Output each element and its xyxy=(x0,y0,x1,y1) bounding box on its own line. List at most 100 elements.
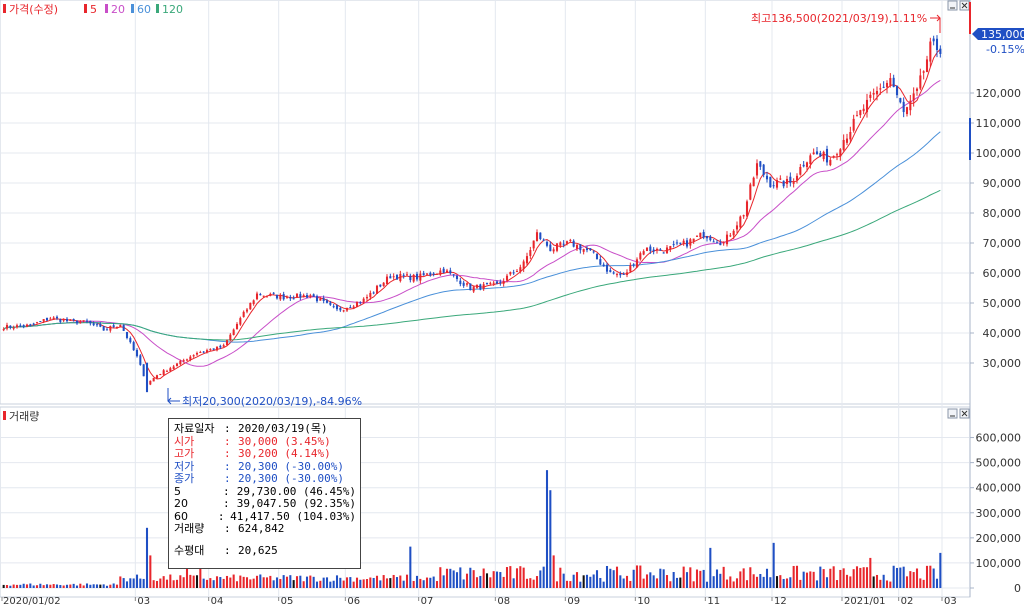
candle-body xyxy=(282,294,285,300)
volume-bar xyxy=(12,584,15,588)
date-tick-label: 10 xyxy=(637,596,650,606)
candle-body xyxy=(665,247,669,254)
date-tick-label: 08 xyxy=(497,596,510,606)
volume-bar xyxy=(149,555,152,588)
candle-body xyxy=(515,270,519,272)
volume-bar xyxy=(309,575,312,588)
volume-bar xyxy=(202,578,205,588)
volume-bar xyxy=(835,580,839,588)
candle-body xyxy=(712,241,715,243)
candle-body xyxy=(535,232,539,242)
volume-bar xyxy=(292,580,295,588)
candle-body xyxy=(835,154,839,156)
price-panel-controls xyxy=(947,0,970,11)
volume-bar xyxy=(422,580,425,588)
legend-swatch-ma120 xyxy=(156,4,159,13)
candle-body xyxy=(155,375,159,379)
candle-body xyxy=(915,88,919,91)
legend-ma120[interactable]: 120 xyxy=(162,3,183,16)
volume-bar xyxy=(675,577,679,588)
volume-bar xyxy=(395,577,399,588)
candle-body xyxy=(662,252,665,254)
ma20-line xyxy=(3,79,941,367)
volume-bar xyxy=(712,576,715,588)
volume-tick-label: 200,000 xyxy=(976,532,1022,545)
volume-bar xyxy=(655,578,659,588)
volume-bar xyxy=(285,576,289,588)
candle-body xyxy=(175,363,179,367)
candle-body xyxy=(132,342,135,351)
candle-body xyxy=(812,152,815,155)
volume-panel-frame xyxy=(0,406,971,598)
volume-bar xyxy=(562,573,565,588)
candle-body xyxy=(742,215,745,217)
date-tick-label: 12 xyxy=(774,596,787,606)
legend-swatch-volume xyxy=(3,411,6,420)
volume-bar xyxy=(605,565,609,588)
low-range-marker xyxy=(969,118,971,160)
volume-bar xyxy=(535,576,539,588)
candle-body xyxy=(562,243,565,245)
legend-price[interactable]: 가격(수정) xyxy=(9,3,58,16)
candle-body xyxy=(569,239,572,241)
candle-body xyxy=(339,307,342,311)
volume-tick-label: 300,000 xyxy=(976,507,1022,520)
price-tick-label: 50,000 xyxy=(983,297,1022,310)
volume-bar xyxy=(325,577,329,588)
candle-body xyxy=(125,332,129,339)
candle-body xyxy=(769,176,772,188)
low-label: 최저20,300(2020/03/19),-84.96% xyxy=(182,395,362,408)
candle-body xyxy=(745,201,749,217)
volume-panel-controls xyxy=(947,408,970,419)
candle-body xyxy=(185,359,189,361)
volume-bar xyxy=(169,574,172,588)
volume-bar xyxy=(629,580,632,588)
legend-ma5[interactable]: 5 xyxy=(90,3,97,16)
volume-bar xyxy=(109,584,112,588)
volume-bar xyxy=(522,567,525,588)
tooltip-row-ma5: 5:29,730.00 (46.45%) xyxy=(174,484,356,498)
legend-ma20[interactable]: 20 xyxy=(111,3,125,16)
candle-body xyxy=(899,98,902,103)
legend-ma60[interactable]: 60 xyxy=(137,3,151,16)
volume-bar xyxy=(799,579,802,588)
candle-body xyxy=(685,240,689,247)
candle-body xyxy=(855,115,859,117)
volume-bar xyxy=(445,568,449,588)
volume-bar xyxy=(135,574,139,588)
candle-body xyxy=(889,78,892,86)
candle-body xyxy=(479,284,482,290)
candle-body xyxy=(5,324,9,329)
volume-bar xyxy=(719,573,722,588)
candle-body xyxy=(285,297,289,299)
volume-bar xyxy=(442,575,445,588)
volume-bar xyxy=(692,581,695,588)
candle-body xyxy=(59,319,62,322)
volume-bar xyxy=(352,581,355,588)
candle-body xyxy=(295,293,299,298)
candle-body xyxy=(495,281,499,284)
volume-bar xyxy=(642,578,645,588)
volume-tick-label: 400,000 xyxy=(976,482,1022,495)
candle-body xyxy=(325,300,329,303)
candle-body xyxy=(255,293,259,300)
volume-bar xyxy=(372,577,375,588)
candle-body xyxy=(165,370,169,372)
candle-body xyxy=(715,242,719,244)
volume-bar xyxy=(649,572,652,588)
minimize-icon[interactable] xyxy=(947,408,958,419)
volume-title[interactable]: 거래량 xyxy=(9,410,39,423)
volume-bar xyxy=(845,574,849,588)
volume-bar xyxy=(659,568,662,588)
candle-body xyxy=(879,88,882,90)
volume-bar xyxy=(102,584,105,588)
candle-body xyxy=(805,162,809,168)
candle-body xyxy=(445,270,449,273)
volume-bar xyxy=(205,579,209,588)
minimize-icon[interactable] xyxy=(947,0,958,11)
date-tick-label: 2021/01 xyxy=(844,596,886,606)
candle-body xyxy=(245,309,249,312)
date-tick-label: 03 xyxy=(137,596,150,606)
volume-bar xyxy=(752,574,755,588)
candle-body xyxy=(612,272,615,274)
